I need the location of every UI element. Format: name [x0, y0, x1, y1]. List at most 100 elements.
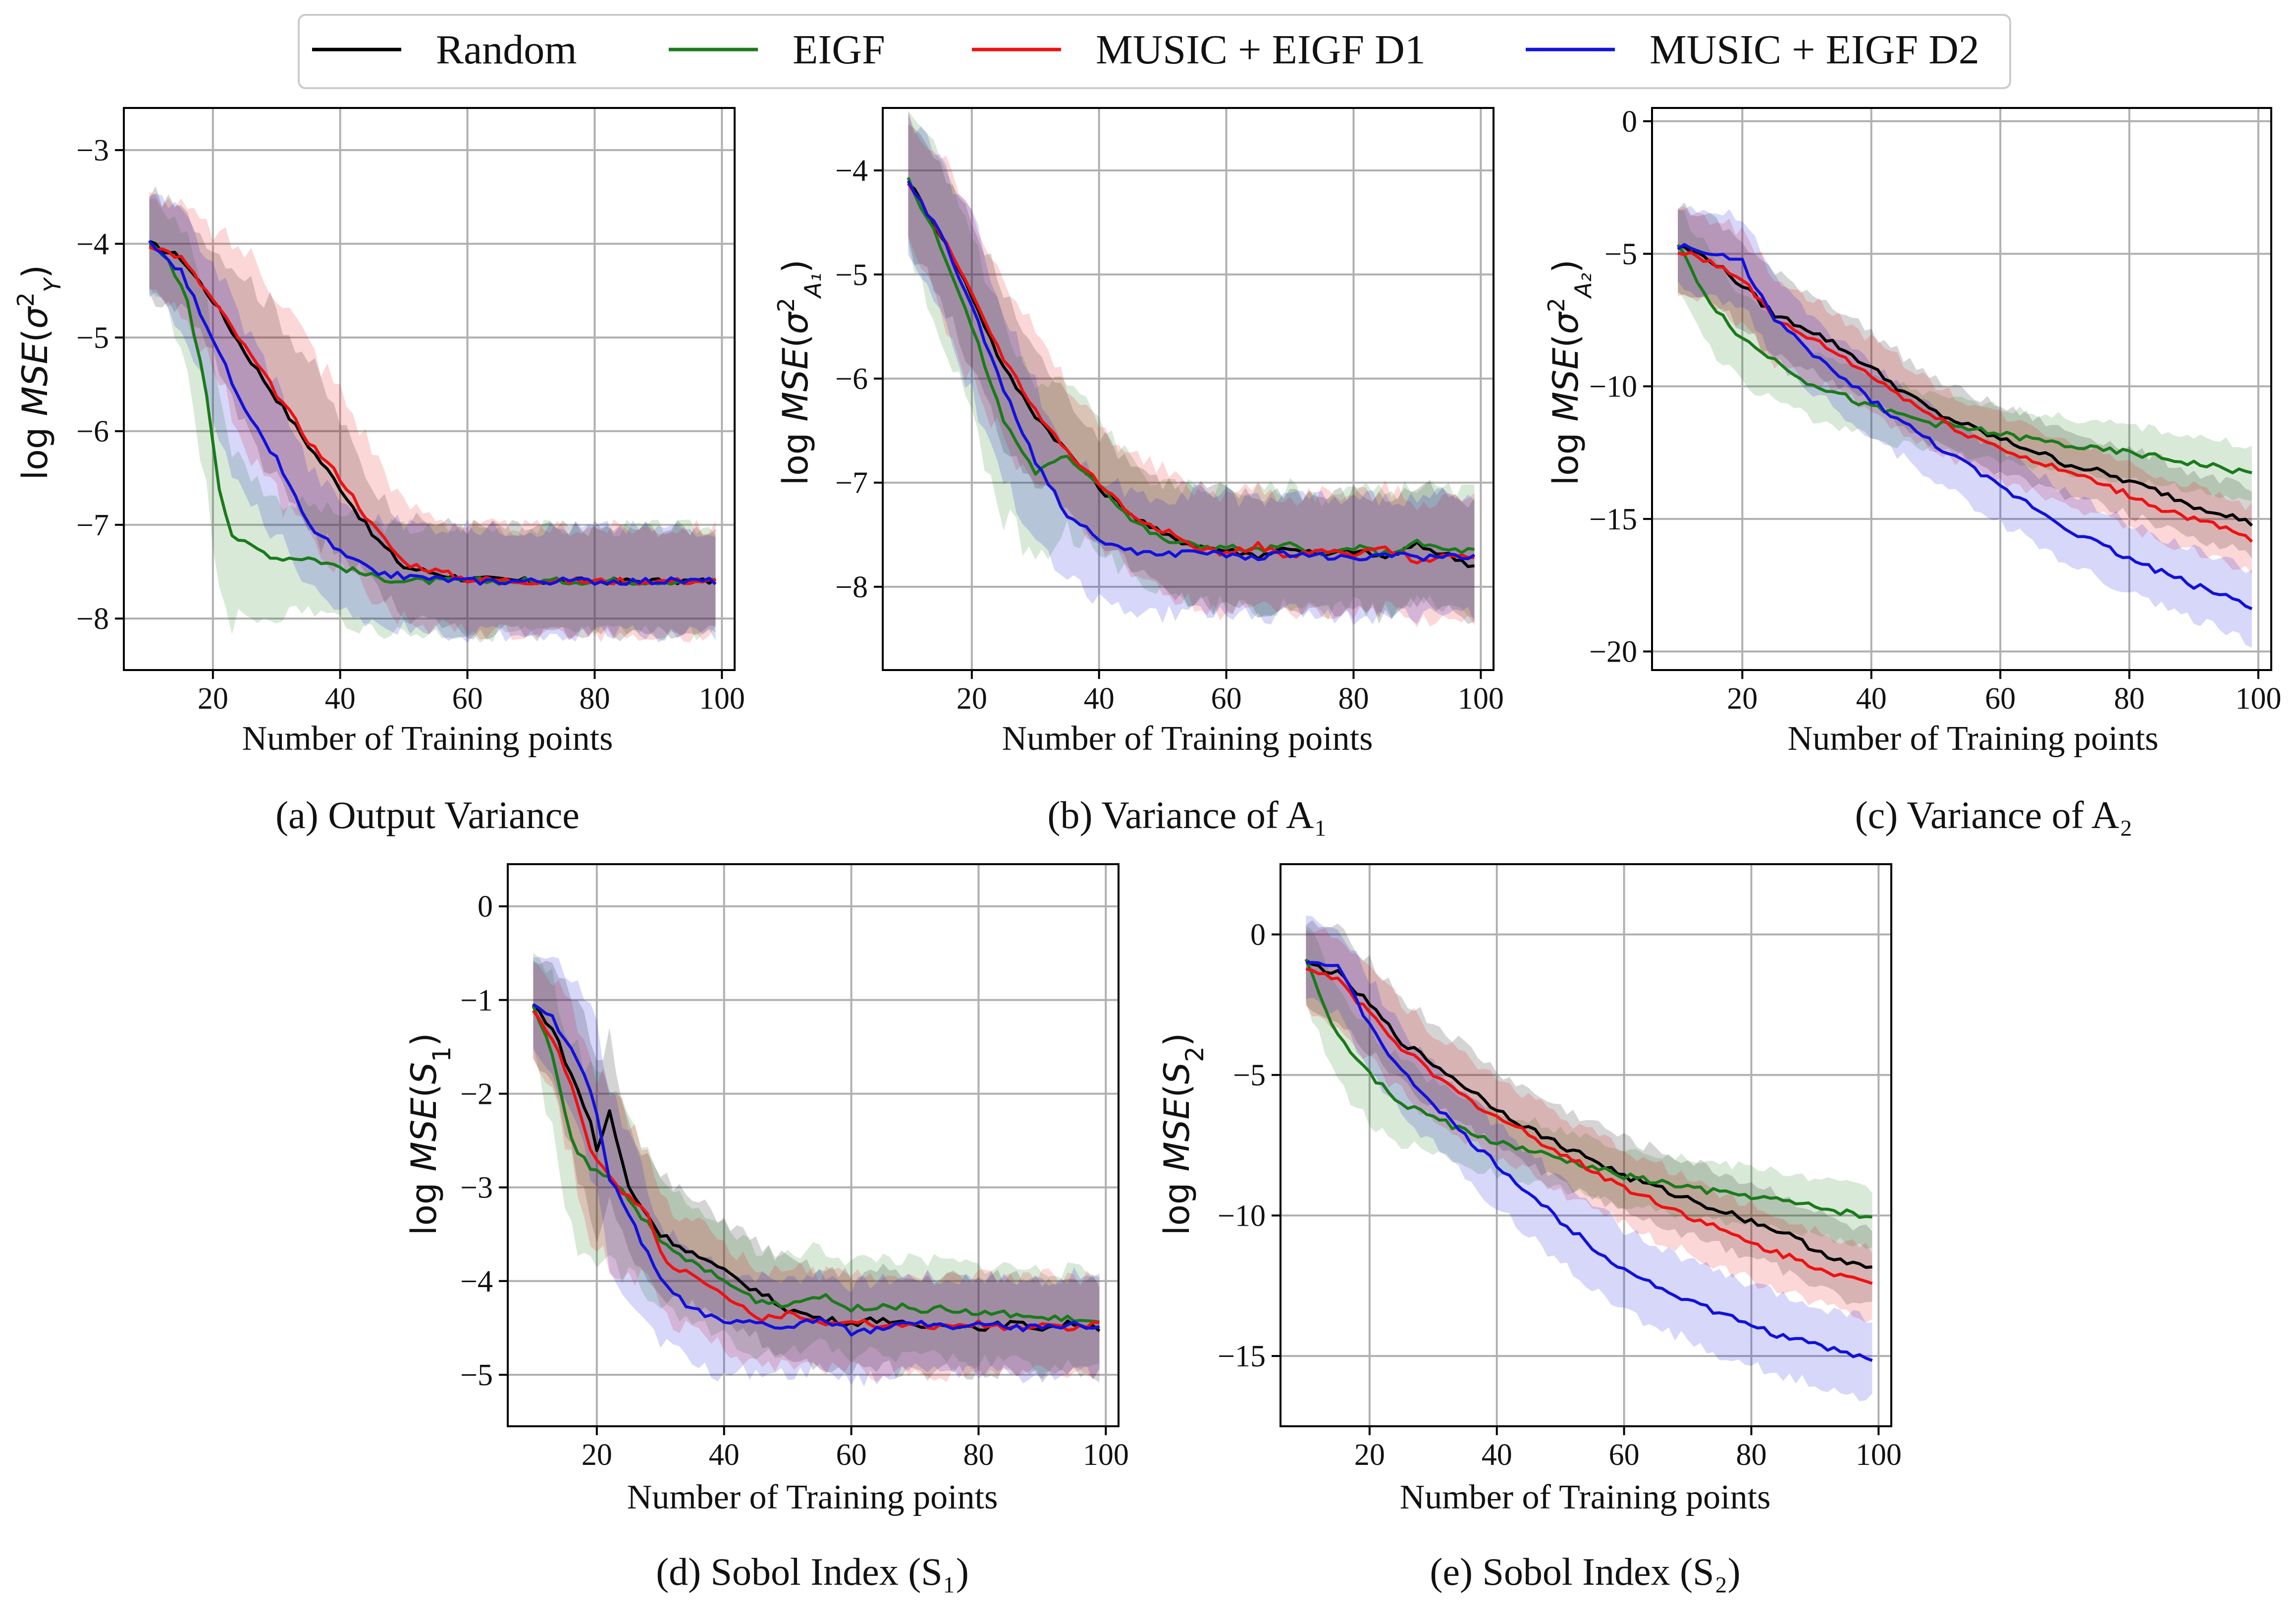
band-music-eigf-d2 [533, 957, 1100, 1387]
series-line-random [1305, 959, 1872, 1269]
series-line-music-eigf-d2 [532, 1003, 1100, 1337]
series-line-music-eigf-d1 [1305, 967, 1873, 1285]
panel-d-caption: (d) Sobol Index (S₁) [656, 1550, 969, 1593]
band-eigf [149, 199, 716, 643]
band-music-eigf-d1 [1306, 928, 1872, 1323]
band-eigf [1306, 926, 1872, 1249]
band-music-eigf-d1 [908, 113, 1475, 627]
y-tick-label: −15 [1218, 1340, 1266, 1373]
y-tick-label: −8 [835, 571, 868, 604]
x-tick-label: 40 [325, 682, 356, 716]
x-tick-label: 100 [1083, 1438, 1129, 1472]
y-tick-label: −8 [76, 602, 109, 636]
x-tick-label: 80 [963, 1438, 994, 1472]
panel-c: 20 40 60 80 100 −20 −15 −10 −5 0 log MSE(σ2A₂) Nu… [1543, 105, 2281, 836]
y-tick-label: −5 [835, 258, 868, 292]
panel-c-xlabel: Number of Training points [1788, 720, 2159, 758]
series-line-eigf [1676, 244, 2252, 474]
x-tick-label: 80 [579, 682, 610, 716]
plot-frame [507, 863, 1120, 1427]
y-tick-label: −5 [76, 321, 109, 355]
legend-label-random: Random [436, 27, 577, 73]
x-tick-label: 20 [1727, 682, 1758, 716]
y-tick-label: −7 [835, 467, 868, 500]
series-line-music-eigf-d1 [907, 182, 1475, 565]
y-tick-label: −4 [460, 1265, 493, 1298]
y-tick-label: −6 [76, 415, 109, 449]
panel-e-caption: (e) Sobol Index (S₂) [1430, 1550, 1740, 1593]
panel-b-caption: (b) Variance of A₁ [1047, 793, 1327, 836]
band-music-eigf-d2 [149, 193, 716, 643]
y-tick-label: −7 [76, 509, 109, 542]
panel-d: 20 40 60 80 100 −5 −4 −3 −2 −1 0 log MSE(S1) Numbe… [404, 863, 1129, 1593]
x-tick-label: 40 [1482, 1438, 1512, 1472]
x-tick-label: 100 [1856, 1438, 1902, 1472]
band-random [908, 124, 1475, 624]
band-music-eigf-d1 [149, 192, 716, 642]
plot-frame [1651, 107, 2272, 671]
series-line-music-eigf-d2 [148, 240, 717, 586]
x-tick-label: 20 [582, 1438, 612, 1472]
y-tick-label: −3 [460, 1171, 493, 1205]
panel-e-xlabel: Number of Training points [1400, 1478, 1771, 1516]
y-tick-label: −2 [460, 1077, 493, 1111]
y-tick-label: −20 [1589, 635, 1637, 669]
x-tick-label: 60 [836, 1438, 867, 1472]
plot-frame [1280, 863, 1892, 1427]
band-eigf [908, 110, 1475, 621]
x-tick-label: 20 [957, 682, 987, 716]
panel-c-caption: (c) Variance of A₂ [1855, 793, 2133, 836]
y-tick-label: −6 [835, 362, 868, 396]
panel-b-xlabel: Number of Training points [1002, 720, 1373, 758]
x-tick-label: 40 [1856, 682, 1887, 716]
panel-e-plot: 20 40 60 80 100 −15 −10 −5 0 [1218, 863, 1902, 1472]
x-tick-label: 80 [1338, 682, 1369, 716]
series-line-eigf [1304, 958, 1872, 1219]
panel-d-ylabel: log MSE(S1) [404, 1033, 456, 1236]
legend-label-eigf: EIGF [793, 27, 885, 73]
y-tick-label: −5 [1233, 1059, 1266, 1092]
band-eigf [1678, 208, 2252, 501]
y-tick-label: −15 [1589, 503, 1637, 536]
x-tick-label: 80 [2114, 682, 2145, 716]
x-tick-label: 20 [1354, 1438, 1385, 1472]
panel-b: 20 40 60 80 100 −8 −7 −6 −5 −4 log MSE(σ2A₁) Numb… [773, 107, 1504, 836]
panel-c-plot: 20 40 60 80 100 −20 −15 −10 −5 0 [1589, 105, 2281, 716]
y-tick-label: −4 [76, 227, 109, 261]
panel-e: 20 40 60 80 100 −15 −10 −5 0 log MSE(S2) Number … [1157, 863, 1902, 1593]
x-tick-label: 40 [709, 1438, 740, 1472]
series-line-music-eigf-d2 [1306, 961, 1873, 1362]
legend: Random EIGF MUSIC + EIGF D1 MUSIC + EIGF… [298, 14, 2011, 89]
y-tick-label: −5 [1604, 237, 1637, 271]
y-tick-label: 0 [478, 890, 493, 924]
panel-b-ylabel: log MSE(σ2A₁) [773, 260, 826, 485]
panel-a-plot: 20 40 60 80 100 −8 −7 −6 −5 −4 −3 [76, 107, 745, 716]
panel-a-caption: (a) Output Variance [275, 793, 580, 836]
panel-e-ylabel: log MSE(S2) [1157, 1033, 1209, 1236]
band-music-eigf-d1 [1678, 206, 2252, 574]
x-tick-label: 80 [1736, 1438, 1766, 1472]
x-tick-label: 60 [452, 682, 483, 716]
band-music-eigf-d1 [533, 962, 1100, 1382]
panel-b-plot: 20 40 60 80 100 −8 −7 −6 −5 −4 [835, 107, 1504, 716]
series-line-music-eigf-d1 [149, 246, 716, 586]
x-tick-label: 100 [1458, 682, 1504, 716]
x-tick-label: 60 [1609, 1438, 1640, 1472]
y-tick-label: −1 [460, 984, 493, 1017]
x-tick-label: 60 [1211, 682, 1242, 716]
panel-d-xlabel: Number of Training points [627, 1478, 998, 1516]
y-tick-label: −4 [835, 154, 868, 188]
legend-label-music-d2: MUSIC + EIGF D2 [1650, 27, 1979, 73]
x-tick-label: 20 [198, 682, 228, 716]
y-tick-label: −3 [76, 134, 109, 167]
panel-a: 20 40 60 80 100 −8 −7 −6 −5 −4 −3 log MSE(σ2Y) Num… [12, 107, 745, 836]
y-tick-label: −10 [1589, 370, 1637, 404]
series-line-music-eigf-d2 [1677, 243, 2253, 611]
band-music-eigf-d2 [908, 110, 1475, 625]
panel-c-ylabel: log MSE(σ2A₂) [1543, 260, 1597, 485]
y-tick-label: 0 [1622, 105, 1637, 139]
x-tick-label: 40 [1084, 682, 1115, 716]
panel-a-ylabel: log MSE(σ2Y) [12, 265, 66, 480]
plot-frame [882, 107, 1495, 671]
